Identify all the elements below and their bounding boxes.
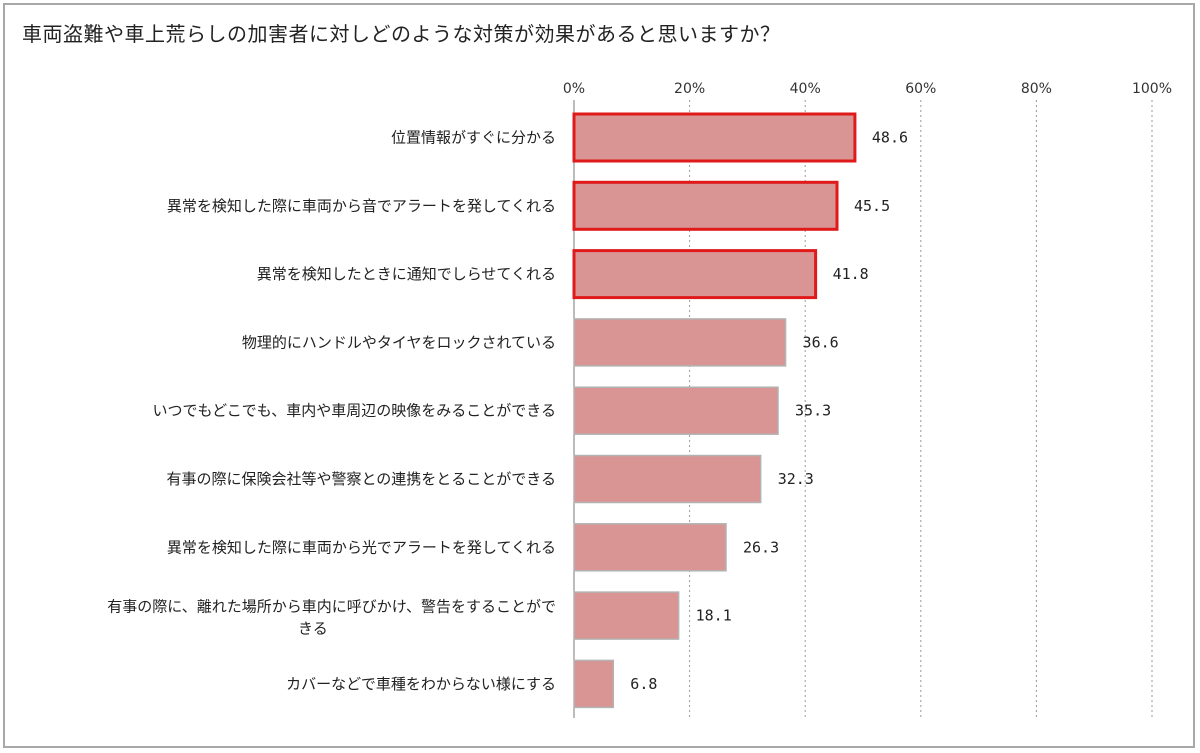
category-label: 有事の際に保険会社等や警察との連携をとることができる	[166, 470, 556, 488]
bar	[573, 659, 615, 709]
category-label: 異常を検知した際に車両から光でアラートを発してくれる	[167, 538, 556, 556]
bar-value-label: 36.6	[803, 333, 839, 351]
bar-value-label: 48.6	[872, 129, 908, 147]
x-tick-label: 60%	[905, 81, 936, 97]
category-label: カバーなどで車種をわからない様にする	[286, 675, 556, 693]
x-tick-label: 80%	[1021, 81, 1052, 97]
category-label: 位置情報がすぐに分かる	[391, 129, 556, 147]
x-tick-label: 0%	[563, 81, 585, 97]
bar	[573, 591, 680, 640]
bar	[573, 454, 762, 504]
bar	[572, 180, 839, 231]
bar-value-label: 41.8	[833, 265, 869, 283]
category-label-continued: きる	[298, 620, 328, 638]
chart-title: 車両盗難や車上荒らしの加害者に対しどのような対策が効果があると思いますか？	[22, 22, 781, 46]
bar	[573, 386, 779, 435]
bar	[573, 318, 787, 367]
category-label: いつでもどこでも、車内や車周辺の映像をみることができる	[152, 402, 556, 420]
bar	[573, 523, 727, 572]
category-label: 物理的にハンドルやタイヤをロックされている	[242, 333, 556, 351]
bar-value-label: 45.5	[854, 197, 890, 215]
bar	[572, 249, 818, 300]
bar-value-label: 26.3	[743, 538, 779, 556]
category-label: 有事の際に、離れた場所から車内に呼びかけ、警告をすることがで	[107, 598, 556, 616]
bar	[572, 112, 857, 163]
category-label: 異常を検知したときに通知でしらせてくれる	[257, 265, 556, 283]
bar-value-label: 18.1	[696, 607, 732, 625]
bar-value-label: 32.3	[778, 470, 814, 488]
bar-value-label: 6.8	[630, 675, 657, 693]
x-tick-label: 40%	[790, 81, 821, 97]
x-tick-label: 100%	[1132, 81, 1172, 97]
category-label: 異常を検知した際に車両から音でアラートを発してくれる	[167, 197, 556, 215]
bar-value-label: 35.3	[795, 402, 831, 420]
x-tick-label: 20%	[674, 81, 705, 97]
